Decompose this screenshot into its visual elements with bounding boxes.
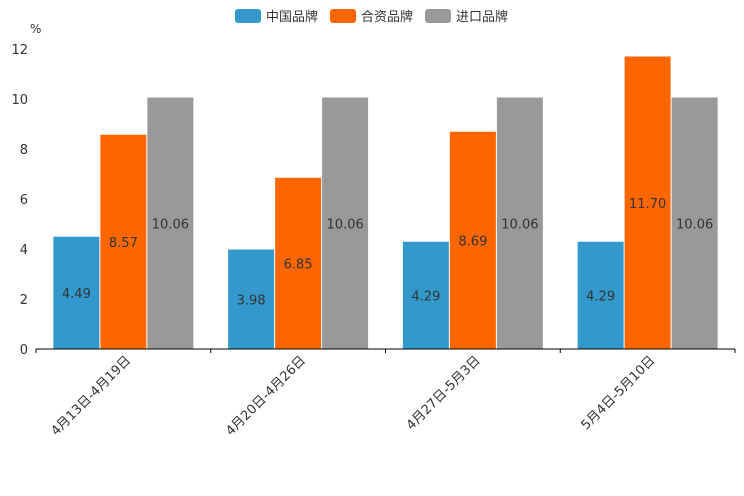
legend-item[interactable]: 中国品牌	[235, 9, 318, 25]
bar[interactable]	[671, 97, 718, 350]
legend-swatch	[330, 9, 356, 23]
legend-label: 合资品牌	[361, 9, 413, 25]
y-tick-label: 0	[20, 343, 28, 358]
bar[interactable]	[275, 177, 322, 349]
x-category-label: 5月4日-5月10日	[579, 353, 659, 433]
bar[interactable]	[322, 97, 369, 350]
data-label: 3.98	[237, 293, 266, 308]
x-category-label: 4月27日-5月3日	[404, 353, 484, 433]
y-axis-unit-label: %	[30, 22, 41, 36]
bar[interactable]	[577, 241, 624, 349]
legend-swatch	[235, 9, 261, 23]
data-label: 10.06	[676, 217, 713, 232]
data-label: 8.69	[458, 234, 487, 249]
y-tick-label: 8	[20, 143, 28, 158]
x-category-label: 4月20日-4月26日	[223, 353, 309, 439]
bar[interactable]	[228, 249, 275, 350]
legend-item[interactable]: 进口品牌	[425, 9, 508, 25]
y-tick-label: 6	[20, 193, 28, 208]
data-label: 10.06	[501, 217, 538, 232]
data-label: 4.49	[62, 287, 91, 302]
data-label: 11.70	[629, 197, 666, 212]
data-label: 10.06	[327, 217, 364, 232]
legend-item[interactable]: 合资品牌	[330, 9, 413, 25]
data-label: 8.57	[109, 236, 138, 251]
bar[interactable]	[449, 131, 496, 349]
y-tick-label: 2	[20, 293, 28, 308]
data-label: 10.06	[152, 217, 189, 232]
bar[interactable]	[496, 97, 543, 350]
bar[interactable]	[624, 56, 671, 350]
y-tick-label: 10	[11, 93, 28, 108]
legend-label: 进口品牌	[456, 9, 508, 25]
x-category-label: 4月13日-4月19日	[48, 353, 134, 439]
data-label: 4.29	[586, 289, 615, 304]
data-label: 4.29	[411, 289, 440, 304]
bar[interactable]	[53, 236, 100, 349]
y-axis: 0 2 4 6 8 10 12	[11, 43, 37, 358]
bar[interactable]	[100, 134, 147, 349]
bar[interactable]	[402, 241, 449, 349]
y-tick-label: 4	[20, 243, 28, 258]
y-tick-label: 12	[11, 43, 28, 58]
bar[interactable]	[147, 97, 194, 350]
legend: 中国品牌 合资品牌 进口品牌	[235, 9, 508, 25]
x-axis: 4月13日-4月19日 4月20日-4月26日 4月27日-5月3日 5月4日-5月1…	[35, 348, 736, 439]
legend-swatch	[425, 9, 451, 23]
bars: 4.49 8.57 10.06 3.98 6.85 10.06 4.29 8.69 10.06 4…	[53, 56, 718, 350]
data-label: 6.85	[284, 257, 313, 272]
legend-label: 中国品牌	[266, 9, 318, 25]
